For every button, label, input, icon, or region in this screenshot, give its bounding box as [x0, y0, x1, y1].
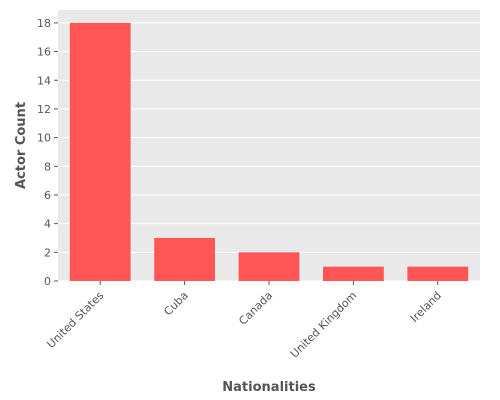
x-tick-label: United States — [44, 289, 106, 351]
bar — [69, 22, 131, 282]
y-tick-label: 14 — [37, 74, 51, 87]
x-tick-label: Canada — [236, 289, 275, 328]
y-axis-title: Actor Count — [14, 102, 29, 189]
bar — [323, 266, 384, 281]
x-tick-label: United Kingdom — [288, 289, 360, 361]
x-axis-title: Nationalities — [222, 380, 316, 395]
y-tick-label: 2 — [44, 246, 51, 259]
x-tick-label: Ireland — [408, 289, 444, 325]
y-axis-ticks: 0 2 4 6 8 10 12 14 16 18 — [37, 17, 58, 288]
y-tick-label: 6 — [44, 189, 51, 202]
bar — [154, 237, 215, 281]
y-tick-label: 18 — [37, 17, 51, 30]
y-tick-label: 8 — [44, 160, 51, 173]
bar — [238, 252, 300, 281]
y-tick-label: 12 — [37, 103, 51, 116]
y-tick-label: 0 — [44, 275, 51, 288]
x-tick-label: Cuba — [161, 289, 190, 318]
y-tick-label: 10 — [37, 132, 51, 145]
bars — [69, 22, 469, 282]
y-tick-label: 4 — [44, 218, 51, 231]
bar — [407, 266, 469, 281]
y-tick-label: 16 — [37, 46, 51, 59]
x-axis-ticks: United States Cuba Canada United Kingdom Ire… — [44, 281, 444, 361]
